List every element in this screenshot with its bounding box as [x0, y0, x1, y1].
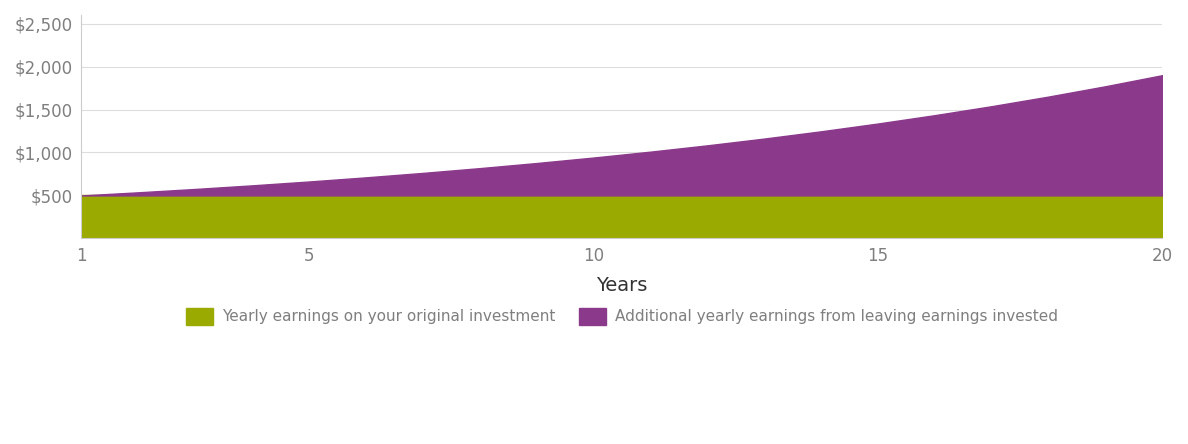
X-axis label: Years: Years	[596, 276, 647, 295]
Legend: Yearly earnings on your original investment, Additional yearly earnings from lea: Yearly earnings on your original investm…	[179, 301, 1064, 331]
